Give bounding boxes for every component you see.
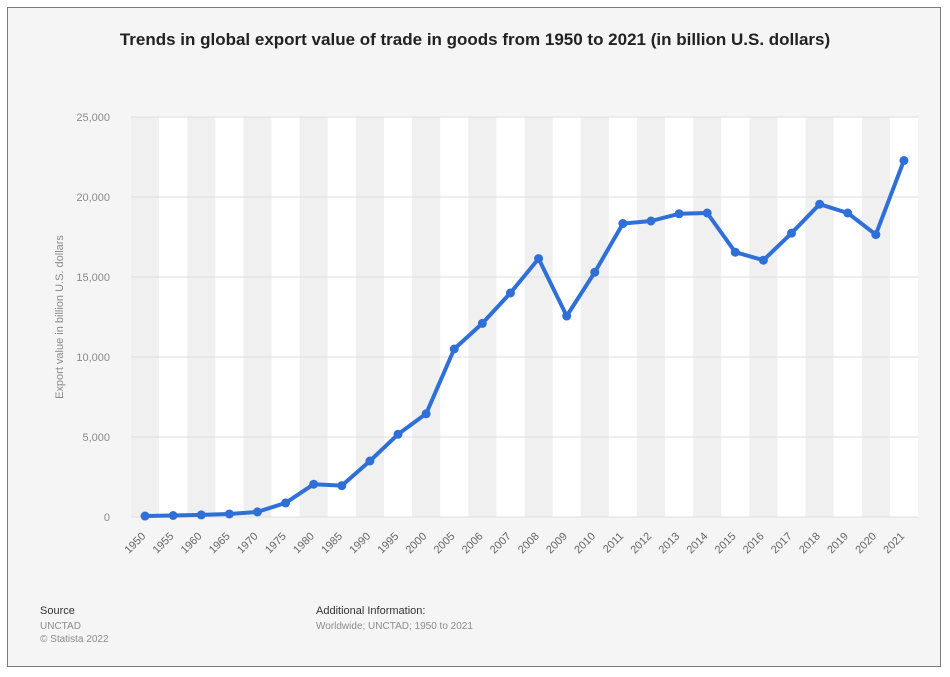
x-tick-label: 1980 xyxy=(291,530,317,556)
additional-info-label: Additional Information: xyxy=(316,605,426,617)
x-tick-label: 2007 xyxy=(488,530,514,556)
x-tick-label: 2000 xyxy=(404,530,430,556)
x-tick-label: 2015 xyxy=(713,530,739,556)
y-tick-label: 0 xyxy=(104,512,110,524)
series-line xyxy=(143,158,906,518)
x-tick-label: 2008 xyxy=(516,530,542,556)
data-point xyxy=(758,255,768,265)
data-point xyxy=(646,216,656,226)
x-tick-label: 2017 xyxy=(769,530,795,556)
x-tick-label: 1990 xyxy=(347,530,373,556)
data-point xyxy=(871,230,881,240)
column-band xyxy=(693,117,722,517)
data-point xyxy=(337,481,347,491)
data-point xyxy=(899,156,909,166)
x-tick-label: 2018 xyxy=(797,530,823,556)
data-point xyxy=(505,288,515,298)
source-line-1: UNCTAD xyxy=(40,621,81,632)
x-tick-label: 2012 xyxy=(628,530,654,556)
column-band xyxy=(412,117,441,517)
y-tick-label: 25,000 xyxy=(76,112,110,124)
x-tick-label: 2020 xyxy=(853,530,879,556)
x-tick-label: 1970 xyxy=(235,530,261,556)
data-point xyxy=(224,509,234,519)
data-point xyxy=(449,344,459,354)
data-point xyxy=(196,510,206,520)
column-band xyxy=(580,117,609,517)
data-point xyxy=(534,254,544,264)
data-point xyxy=(309,479,319,489)
column-band xyxy=(861,117,890,517)
additional-info-text: Worldwide; UNCTAD; 1950 to 2021 xyxy=(316,621,473,632)
data-point xyxy=(843,208,853,218)
x-tick-label: 1995 xyxy=(376,530,402,556)
x-tick-label: 2021 xyxy=(881,530,907,556)
data-point xyxy=(702,208,712,218)
column-band xyxy=(636,117,666,517)
data-point xyxy=(393,429,403,439)
y-tick-label: 15,000 xyxy=(76,272,110,284)
data-point xyxy=(590,267,600,277)
x-tick-label: 1965 xyxy=(207,530,233,556)
data-point xyxy=(365,456,375,466)
data-point xyxy=(168,510,178,520)
x-tick-label: 2009 xyxy=(544,530,570,556)
source-line-2: © Statista 2022 xyxy=(40,634,109,645)
x-tick-label: 1985 xyxy=(319,530,345,556)
data-point xyxy=(281,498,291,508)
data-point xyxy=(140,511,150,521)
data-point xyxy=(674,209,684,219)
x-tick-label: 1975 xyxy=(263,530,289,556)
x-tick-label: 2019 xyxy=(825,530,851,556)
x-tick-label: 2006 xyxy=(460,530,486,556)
y-tick-label: 5,000 xyxy=(82,432,110,444)
source-label: Source xyxy=(40,605,75,617)
column-band xyxy=(299,117,328,517)
column-band xyxy=(187,117,216,517)
y-tick-label: 20,000 xyxy=(76,192,110,204)
column-band xyxy=(749,117,778,517)
chart-title: Trends in global export value of trade i… xyxy=(119,30,831,49)
column-band xyxy=(524,117,553,517)
data-point xyxy=(618,219,628,229)
x-tick-label: 1960 xyxy=(179,530,205,556)
data-point xyxy=(252,507,262,517)
column-band xyxy=(243,117,272,517)
x-tick-label: 2005 xyxy=(432,530,458,556)
y-axis-label: Export value in billion U.S. dollars xyxy=(54,235,66,399)
data-point xyxy=(787,228,797,238)
x-tick-label: 2010 xyxy=(572,530,598,556)
column-band xyxy=(131,117,160,517)
x-tick-label: 2016 xyxy=(741,530,767,556)
column-band xyxy=(468,117,497,517)
data-point xyxy=(421,409,431,419)
x-tick-label: 2011 xyxy=(601,530,626,555)
x-tick-label: 1955 xyxy=(151,530,177,556)
data-point xyxy=(815,199,825,209)
x-tick-label: 2013 xyxy=(657,530,683,556)
data-point xyxy=(477,318,487,328)
x-tick-label: 1950 xyxy=(123,530,149,556)
data-point xyxy=(730,247,740,257)
data-point xyxy=(562,311,572,321)
column-band xyxy=(805,117,834,517)
y-tick-label: 10,000 xyxy=(76,352,110,364)
x-tick-label: 2014 xyxy=(685,530,711,556)
